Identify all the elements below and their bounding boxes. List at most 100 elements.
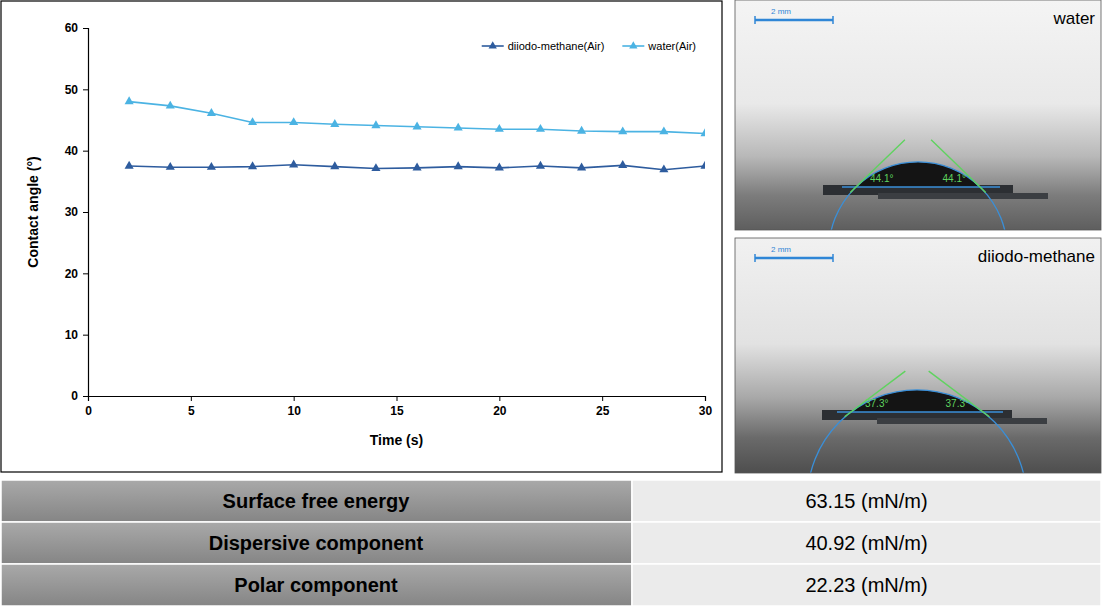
series-marker [618, 160, 627, 168]
photo-label: diiodo-methane [978, 247, 1095, 266]
series-marker [659, 126, 668, 134]
tick-label: 20 [65, 267, 79, 281]
tick: 5 [188, 396, 195, 418]
series-marker [330, 119, 339, 127]
baseline [842, 186, 1000, 188]
series-marker [248, 117, 257, 125]
tick-label: 40 [65, 144, 79, 158]
substrate-edge [878, 193, 1048, 199]
series-marker [125, 161, 134, 169]
scale-bar-end [754, 16, 756, 24]
table-head-cell [1, 522, 632, 564]
tick-label: 30 [65, 205, 79, 219]
tick-mark [83, 396, 88, 397]
y-axis-title: Contact angle (°) [25, 156, 41, 267]
tick: 0 [85, 396, 92, 418]
angle-label: 44.1° [870, 173, 893, 184]
tick-label: 10 [65, 328, 79, 342]
tick-mark [83, 89, 88, 90]
tick-mark [83, 151, 88, 152]
series-marker [577, 126, 586, 134]
legend-item: diiodo-methane(Air) [482, 40, 605, 52]
series-marker [454, 123, 463, 131]
scale-bar [755, 257, 833, 260]
scale-bar-end [832, 16, 834, 24]
series-marker [454, 161, 463, 169]
scale-bar-label: 2 mm [771, 245, 791, 254]
table-head-text: Surface free energy [223, 490, 411, 512]
photo-label: water [1052, 9, 1095, 28]
panel-frame [1, 1, 722, 472]
angle-label: 37.3° [865, 398, 888, 409]
tick: 0 [71, 389, 88, 403]
photo-background [735, 238, 1101, 473]
series-marker [289, 160, 298, 168]
legend-item: water(Air) [622, 40, 696, 52]
photo-frame [735, 238, 1101, 473]
x-axis-title: Time (s) [370, 432, 423, 448]
series-marker [536, 161, 545, 169]
table-head-text: Polar component [234, 574, 398, 596]
tick-mark [602, 396, 603, 401]
tick-mark [83, 273, 88, 274]
series-marker [289, 117, 298, 125]
photo-background [735, 0, 1101, 230]
tick-label: 60 [65, 21, 79, 35]
tick-label: 15 [390, 404, 404, 418]
tangent-line [929, 371, 990, 417]
legend-marker [629, 41, 637, 48]
table-value-text: 63.15 (mN/m) [805, 490, 927, 512]
series-marker [700, 161, 705, 169]
series-marker [577, 163, 586, 171]
tick: 60 [65, 21, 88, 35]
scale-bar-end [832, 254, 834, 262]
tick-mark [705, 396, 706, 401]
scale-bar-end [754, 254, 756, 262]
scale-bar-label: 2 mm [771, 7, 791, 16]
droplet [856, 162, 980, 187]
y-axis: 0 10 20 30 40 50 60 [65, 21, 89, 403]
angle-label: 37.3° [946, 398, 969, 409]
fit-circle [807, 390, 1026, 473]
table-value-text: 40.92 (mN/m) [805, 532, 927, 554]
series-marker [371, 120, 380, 128]
tick-label: 30 [699, 404, 713, 418]
tick-label: 0 [71, 389, 78, 403]
tick-mark [83, 28, 88, 29]
tick-label: 25 [596, 404, 610, 418]
plot-area [125, 96, 705, 172]
series-marker [495, 124, 504, 132]
axis-line [83, 29, 89, 397]
series-marker [700, 128, 705, 136]
series-marker [125, 96, 134, 104]
legend-marker [489, 41, 497, 48]
tick: 30 [699, 396, 713, 418]
series-marker [495, 163, 504, 171]
series-line [129, 102, 705, 134]
series-marker [166, 101, 175, 109]
legend: diiodo-methane(Air) water(Air) [482, 40, 696, 52]
table-value-cell [632, 480, 1101, 522]
photo-frame [735, 0, 1101, 230]
tick-label: 0 [85, 404, 92, 418]
tick-label: 10 [287, 404, 301, 418]
tick-label: 50 [65, 83, 79, 97]
scale-bar [755, 19, 833, 22]
legend-label: water(Air) [647, 40, 696, 52]
tick: 20 [493, 396, 507, 418]
table-value-text: 22.23 (mN/m) [805, 574, 927, 596]
table-value-cell [632, 522, 1101, 564]
tick-mark [397, 396, 398, 401]
substrate-edge [877, 418, 1047, 424]
tangent-line [850, 140, 905, 193]
tick: 30 [65, 205, 88, 219]
baseline [837, 411, 1003, 413]
tangent-line [931, 140, 986, 193]
table-value-cell [632, 564, 1101, 606]
series-marker [659, 164, 668, 172]
tick-mark [83, 335, 88, 336]
tick: 15 [390, 396, 404, 418]
table: Surface free energy63.15 (mN/m)Dispersiv… [1, 480, 1101, 606]
tick-mark [191, 396, 192, 401]
x-axis: 0 5 10 15 20 25 30 [85, 396, 712, 418]
